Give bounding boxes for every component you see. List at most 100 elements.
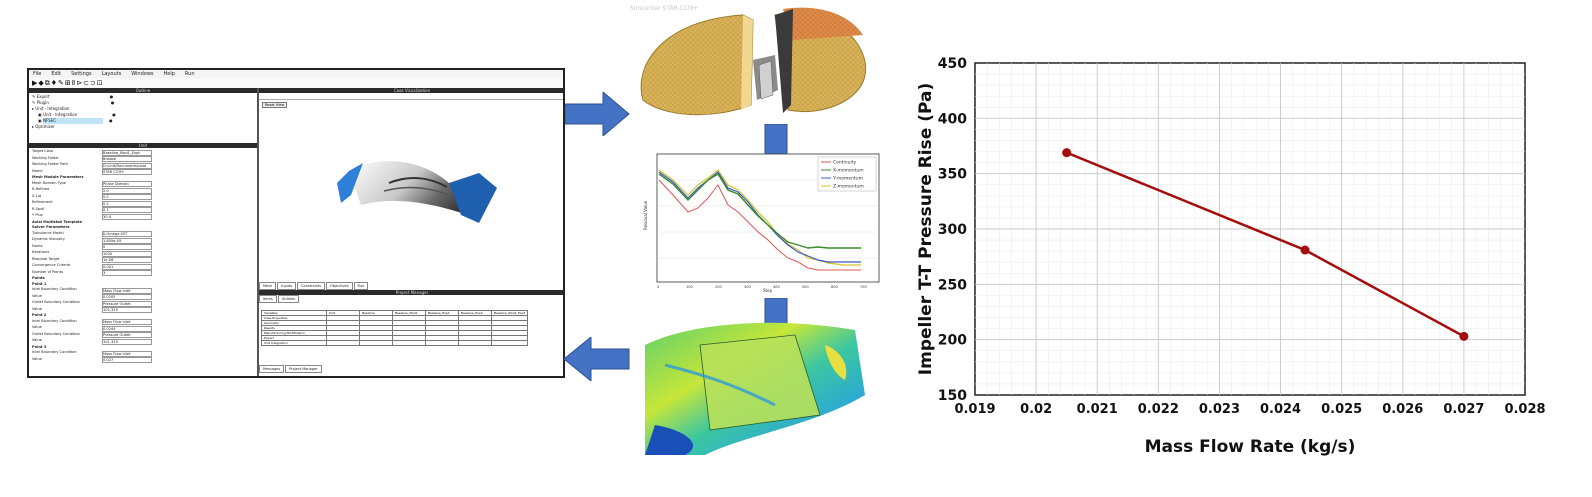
property-value-field[interactable]: 3 <box>102 270 152 276</box>
property-row: Point 2 <box>32 313 254 319</box>
property-row: Mesh Domain Type Phase Domain <box>32 181 254 187</box>
property-value-field[interactable]: 0.1 <box>102 207 152 213</box>
reset-view-button[interactable]: Reset View <box>262 102 288 108</box>
tree-item-optimizer[interactable]: ▸ Optimizer <box>32 124 55 129</box>
bottom-tab-1[interactable]: Project Manager <box>285 365 322 373</box>
property-value-field[interactable]: 1e-06 <box>102 257 152 263</box>
impeller-render <box>337 161 497 223</box>
property-value-field[interactable]: Browse <box>102 156 152 162</box>
property-row: Residual Target 1e-06 <box>32 257 254 263</box>
data-point[interactable] <box>1459 331 1469 341</box>
property-value-field[interactable]: 1000 <box>102 250 152 257</box>
data-point[interactable] <box>1300 245 1310 255</box>
chart-grid <box>975 63 1525 395</box>
property-value-field[interactable]: Pressure Outlet <box>102 332 152 338</box>
property-value-field[interactable]: 1.855e-05 <box>102 237 152 244</box>
left-pane: Outline ✎ Export ● ✎ Plugin ● ▸ Unit - Int… <box>29 88 259 376</box>
property-value-field[interactable]: Baseline_Mod1_Expt <box>102 149 152 156</box>
data-point[interactable] <box>1062 148 1072 158</box>
property-value-field[interactable]: 0.0244 <box>102 325 152 332</box>
mesh-left-face <box>741 15 753 110</box>
y-ticks: 150 200 250 300 350 400 450 <box>938 56 967 404</box>
property-row: Axial Multistall Template <box>32 220 254 226</box>
pm-column-header: Baseline_Mod1_Exp3 <box>490 310 529 316</box>
tree-item-selected[interactable]: ▣ NFSEC ● <box>38 118 113 124</box>
menu-item-6[interactable]: Run <box>184 71 195 77</box>
property-key: Refinement <box>32 200 53 204</box>
residual-continuity <box>658 179 861 271</box>
property-value-field[interactable]: Mass Flow Inlet <box>102 350 152 357</box>
property-value-field[interactable]: 101,325 <box>102 307 152 313</box>
legend-continuity: Continuity <box>833 160 856 166</box>
property-row: Z-Lid 0.0 <box>32 194 254 200</box>
pm-table-row[interactable]: Case Properties <box>261 315 529 321</box>
tree-item-export[interactable]: ✎ Export ● <box>32 94 114 99</box>
blade-outlet-blue <box>449 173 497 223</box>
x-axis-label: Mass Flow Rate (kg/s) <box>1145 437 1356 457</box>
property-value-field[interactable]: 0.027 <box>102 357 152 363</box>
property-key: Name <box>32 243 43 248</box>
pm-tab-0[interactable]: Items <box>259 295 277 303</box>
property-value-field[interactable]: Mass Flow Inlet <box>102 319 152 325</box>
right-pane: Case Visualization Reset View Mesh Inputs… <box>259 88 563 376</box>
toolbar-icons[interactable]: ▶◆⧉♦✎⊞Ⅱ⊳⊂⊃⊡ <box>32 79 104 87</box>
property-key: Y Plus <box>32 213 43 217</box>
viz-tab-0[interactable]: Mesh <box>259 282 277 290</box>
property-row: Y Plus 30.0 <box>32 213 254 220</box>
property-key: Convergence Criteria <box>32 263 71 267</box>
property-row: Value 101,325 <box>32 307 254 313</box>
property-key: Point 2 <box>32 313 47 317</box>
property-row: Turbulence Model K-Omega SST <box>32 230 254 237</box>
residual-xtick: 0 <box>657 285 659 289</box>
property-key: Turbulence Model <box>32 230 64 235</box>
property-value-field[interactable]: 2.0 <box>102 187 152 194</box>
property-row: Outlet Boundary Condition Pressure Outlet <box>32 300 254 307</box>
pm-table-row[interactable]: Unit Integration <box>261 340 529 346</box>
contour-blade <box>700 335 820 430</box>
property-value-field[interactable]: 0 <box>102 244 152 250</box>
viz-tab-3[interactable]: Objectives <box>326 282 353 290</box>
tree-item-unit[interactable]: ▸ Unit - Integration <box>32 106 70 111</box>
menu-item-0[interactable]: File <box>33 71 42 77</box>
property-value-field[interactable]: STAR CCM+ <box>102 169 152 175</box>
property-value-field[interactable]: 0.0205 <box>102 294 152 300</box>
mesh-render <box>640 7 867 116</box>
property-row: Outlet Boundary Condition Pressure Outlet <box>32 332 254 338</box>
property-value-field[interactable]: K-Omega SST <box>102 231 152 237</box>
property-value-field[interactable]: Mass Flow Inlet <box>102 287 152 294</box>
menu-item-1[interactable]: Edit <box>51 71 62 77</box>
viz-tab-2[interactable]: Constraints <box>297 282 326 290</box>
mesh-left-half <box>640 14 754 116</box>
property-row: Name STAR CCM+ <box>32 169 254 175</box>
property-value-field[interactable]: 30.0 <box>102 213 152 220</box>
property-key: Axial Multistall Template <box>32 219 83 224</box>
menu-item-4[interactable]: Windows <box>131 71 154 77</box>
viz-tab-4[interactable]: Run <box>353 282 369 290</box>
menu-item-5[interactable]: Help <box>163 71 175 77</box>
property-value-field[interactable]: 0.001 <box>102 263 152 270</box>
pm-cell <box>392 340 426 346</box>
property-value-field[interactable]: 0.2 <box>102 200 152 207</box>
x-tick-label: 0.025 <box>1321 402 1362 417</box>
property-value-field[interactable]: Phase Domain <box>102 181 152 187</box>
property-value-field[interactable]: D:/unit/Documents/case <box>102 162 152 169</box>
bottom-tab-0[interactable]: Messages <box>259 365 285 373</box>
x-tick-label: 0.026 <box>1382 402 1423 417</box>
property-row: Iterations 1000 <box>32 250 254 257</box>
menu-item-2[interactable]: Settings <box>71 71 92 77</box>
viz-tab-1[interactable]: Inputs <box>277 282 297 290</box>
x-tick-label: 0.021 <box>1077 402 1118 417</box>
property-value-field[interactable]: 0.0 <box>102 194 152 200</box>
visualization-title: Case Visualization <box>259 88 563 93</box>
tree-item-unit-sub[interactable]: ▣ Unit - Integration ● <box>38 112 116 117</box>
residual-xtick: 400 <box>773 285 780 289</box>
property-row: Inlet Boundary Condition Mass Flow Inlet <box>32 350 254 357</box>
menu-item-3[interactable]: Layouts <box>101 71 122 77</box>
property-row: Working Folder Path D:/unit/Documents/cas… <box>32 162 254 169</box>
property-value-field[interactable]: 101,325 <box>102 338 152 345</box>
tree-item-plugin[interactable]: ✎ Plugin ● <box>32 100 115 105</box>
property-value-field[interactable]: Pressure Outlet <box>102 300 152 307</box>
pm-tab-1[interactable]: Utilities <box>277 295 299 303</box>
property-row: Point 3 <box>32 345 254 351</box>
x-tick-label: 0.028 <box>1504 402 1545 417</box>
